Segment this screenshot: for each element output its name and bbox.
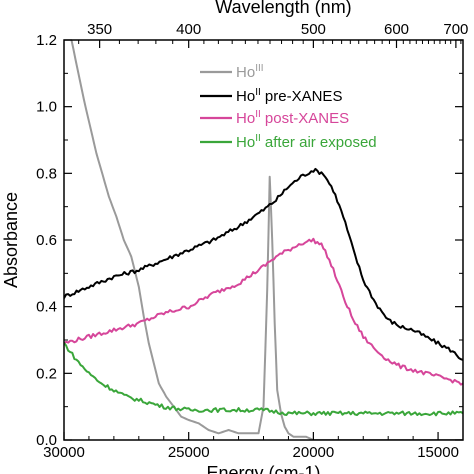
y-tick-label: 1.2	[36, 32, 57, 49]
legend-label-0: HoIII	[236, 63, 264, 81]
x-axis-title: Energy (cm-1)	[206, 463, 320, 474]
top-tick-label: 700	[443, 21, 468, 38]
x-tick-label: 20000	[293, 444, 335, 461]
x-tick-label: 30000	[43, 444, 85, 461]
series-line-1	[64, 167, 463, 361]
y-tick-label: 0.8	[36, 165, 57, 182]
y-tick-label: 0.4	[36, 299, 57, 316]
top-tick-label: 600	[384, 21, 409, 38]
top-tick-label: 350	[87, 21, 112, 38]
series-line-2	[64, 237, 463, 386]
legend-label-3: HoII after air exposed	[236, 133, 377, 151]
top-tick-label: 500	[301, 21, 326, 38]
y-tick-label: 0.2	[36, 365, 57, 382]
y-axis-title: Absorbance	[1, 192, 21, 288]
legend: HoIII HoII pre-XANES HoII post-XANES HoII a…	[200, 63, 377, 151]
top-tick-label: 400	[176, 21, 201, 38]
y-tick-label: 0.0	[36, 432, 57, 449]
plot-frame	[63, 39, 464, 441]
x-tick-label: 25000	[168, 444, 210, 461]
legend-label-2: HoII post-XANES	[236, 109, 349, 127]
legend-label-1: HoII pre-XANES	[236, 87, 342, 105]
series-line-3	[64, 342, 463, 417]
y-tick-label: 1.0	[36, 99, 57, 116]
x-tick-label: 15000	[417, 444, 459, 461]
y-tick-label: 0.6	[36, 232, 57, 249]
top-axis-title: Wavelength (nm)	[215, 0, 351, 17]
